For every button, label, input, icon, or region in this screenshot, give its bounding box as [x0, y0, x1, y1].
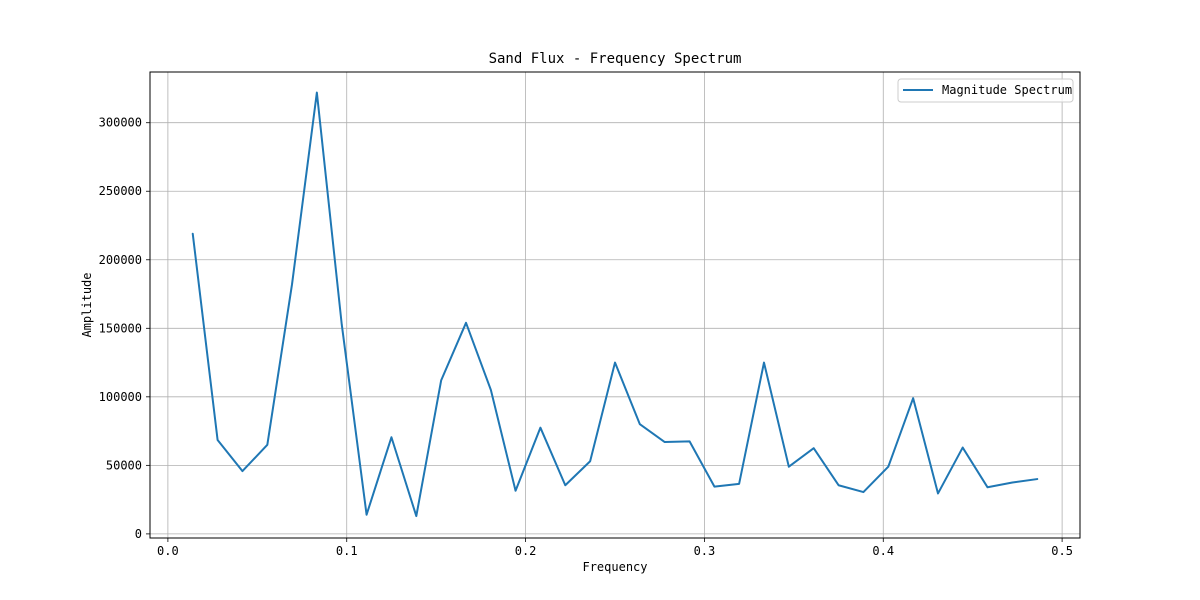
data-point [962, 447, 964, 449]
data-point [912, 397, 914, 399]
x-tick-label: 0.5 [1051, 544, 1073, 558]
x-tick-label: 0.3 [694, 544, 716, 558]
data-point [887, 466, 889, 468]
series-line-magnitude-spectrum [191, 91, 1039, 518]
y-tick-label: 0 [135, 527, 142, 541]
data-point [987, 486, 989, 488]
data-point [1036, 478, 1038, 480]
data-point [738, 483, 740, 485]
y-tick-label: 100000 [99, 390, 142, 404]
legend: Magnitude Spectrum [897, 78, 1074, 103]
y-tick-label: 300000 [99, 116, 142, 130]
legend-box [897, 78, 1074, 103]
data-point [937, 492, 939, 494]
x-axis-label: Frequency [582, 560, 647, 574]
data-point [788, 466, 790, 468]
data-point [614, 362, 616, 364]
data-point [564, 484, 566, 486]
data-point [217, 439, 219, 441]
data-point [490, 389, 492, 391]
plot-frame [149, 71, 1081, 539]
y-tick-label: 250000 [99, 184, 142, 198]
data-point [440, 379, 442, 381]
data-point [390, 436, 392, 438]
axis-ticks: 0.0 0.1 0.2 0.3 0.4 0.5 0 50000 100000 150000 2000… [99, 116, 1073, 558]
data-point [664, 441, 666, 443]
data-point [862, 491, 864, 493]
data-point [639, 423, 641, 425]
series-layer [191, 91, 1039, 518]
data-point [366, 514, 368, 516]
data-point [192, 233, 194, 235]
data-point [1011, 481, 1013, 483]
y-axis-label: Amplitude [80, 272, 94, 337]
x-tick-label: 0.1 [336, 544, 358, 558]
grid [150, 72, 1080, 538]
y-tick-label: 50000 [106, 458, 142, 472]
data-point [515, 490, 517, 492]
x-tick-label: 0.0 [157, 544, 179, 558]
data-point [813, 447, 815, 449]
x-tick-label: 0.2 [515, 544, 537, 558]
data-point [291, 283, 293, 285]
data-point [316, 92, 318, 94]
y-tick-label: 150000 [99, 321, 142, 335]
chart-title: Sand Flux - Frequency Spectrum [489, 51, 742, 67]
data-point [539, 427, 541, 429]
data-point [713, 486, 715, 488]
x-tick-label: 0.4 [872, 544, 894, 558]
data-point [689, 440, 691, 442]
data-point [838, 484, 840, 486]
data-point [341, 323, 343, 325]
y-tick-label: 200000 [99, 253, 142, 267]
data-point [266, 444, 268, 446]
legend-label: Magnitude Spectrum [942, 83, 1072, 97]
data-point [415, 515, 417, 517]
data-point [241, 470, 243, 472]
data-point [465, 322, 467, 324]
data-point [763, 362, 765, 364]
data-point [589, 460, 591, 462]
